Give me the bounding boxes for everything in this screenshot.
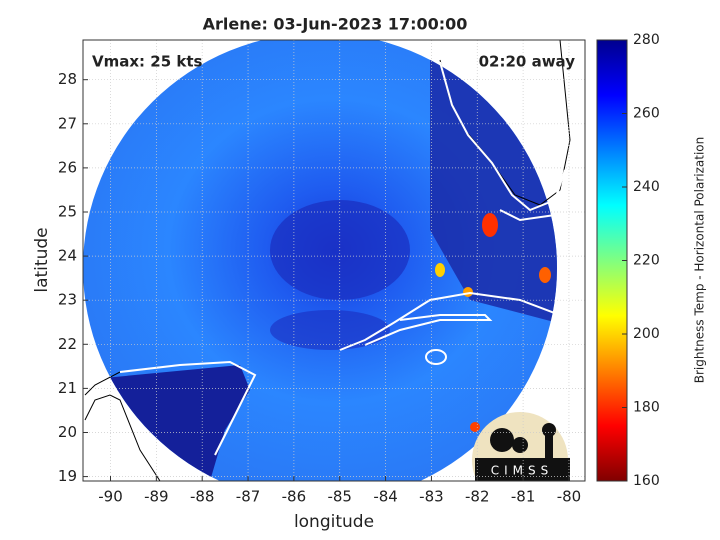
y-tick-label: 25 (58, 202, 77, 220)
colorbar-label: Brightness Temp - Horizontal Polarizatio… (693, 137, 707, 384)
chart-title: Arlene: 03-Jun-2023 17:00:00 (203, 15, 468, 34)
colorbar-tick-label: 260 (633, 106, 660, 122)
x-tick-label: -83 (419, 488, 444, 506)
y-tick-label: 27 (58, 114, 77, 132)
x-tick-label: -90 (98, 488, 123, 506)
x-tick-label: -88 (190, 488, 215, 506)
colorbar-tick-label: 240 (633, 179, 660, 195)
colorbar-tick-label: 180 (633, 400, 660, 416)
y-tick-label: 23 (58, 291, 77, 309)
colorbar-tick-label: 200 (633, 326, 660, 342)
x-tick-label: -87 (236, 488, 261, 506)
y-tick-label: 19 (58, 467, 77, 485)
x-tick-label: -85 (327, 488, 352, 506)
colorbar-tick-label: 280 (633, 32, 660, 48)
y-tick-label: 28 (58, 70, 77, 88)
annotation: 02:20 away (479, 53, 576, 71)
plot-frame (82, 39, 586, 482)
y-tick-label: 24 (58, 247, 77, 265)
map-image: CIMSS (83, 40, 585, 481)
y-tick-label: 22 (58, 335, 77, 353)
logo: CIMSS (472, 412, 570, 481)
annotation: Vmax: 25 kts (92, 53, 202, 71)
x-tick-label: -86 (282, 488, 307, 506)
y-tick-label: 20 (58, 423, 77, 441)
x-tick-label: -84 (373, 488, 398, 506)
y-tick-label: 21 (58, 379, 77, 397)
colorbar-tick-label: 220 (633, 253, 660, 269)
x-tick-label: -89 (144, 488, 169, 506)
y-tick-label: 26 (58, 158, 77, 176)
colorbar-tick-label: 160 (633, 473, 660, 489)
x-tick-label: -81 (511, 488, 536, 506)
x-axis-label: longitude (294, 512, 374, 532)
x-tick-label: -80 (557, 488, 582, 506)
logo-text: CIMSS (491, 464, 554, 478)
x-tick-label: -82 (465, 488, 490, 506)
y-axis-label: latitude (32, 227, 52, 292)
